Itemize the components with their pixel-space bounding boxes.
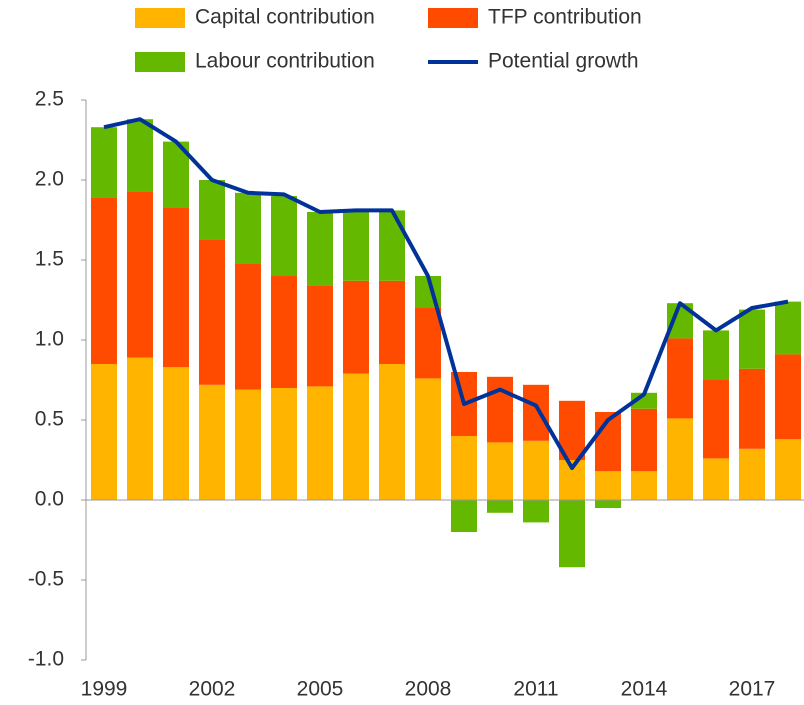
y-tick-label: 2.0 [35,168,64,191]
legend-swatch [135,52,185,72]
bar [775,439,801,500]
bar [703,330,729,380]
legend-label: Labour contribution [195,50,375,73]
bar [631,471,657,500]
bar [91,197,117,364]
x-tick-label: 2014 [621,678,668,701]
bar [739,448,765,500]
bar [487,442,513,500]
bar [271,388,297,500]
y-tick-label: 0.0 [35,488,64,511]
bar [415,378,441,500]
bar [163,367,189,500]
bar [379,364,405,500]
bar [199,384,225,500]
x-tick-label: 2011 [513,678,558,701]
bar [343,280,369,374]
bar [523,500,549,523]
bar [127,357,153,500]
bar [415,308,441,379]
bar [271,276,297,388]
bar [235,192,261,264]
y-tick-label: -1.0 [28,648,64,671]
line [103,117,789,470]
bar [307,285,333,387]
bar [379,210,405,281]
bar [703,458,729,500]
bar [739,309,765,369]
bar [343,212,369,281]
bar [307,212,333,286]
y-tick-label: 1.5 [35,248,64,271]
bar [307,386,333,500]
legend-label: Potential growth [488,50,639,73]
bar [559,500,585,568]
bar [667,418,693,500]
y-tick-label: 2.5 [35,88,64,111]
y-tick-label: 0.5 [35,408,64,431]
bar [91,364,117,500]
bar [595,471,621,500]
bar [775,301,801,355]
legend-swatch [135,8,185,28]
y-tick-label: -0.5 [28,568,64,591]
bar [379,280,405,364]
y-tick-label: 1.0 [35,328,64,351]
x-tick-label: 2008 [405,678,452,701]
bar [667,338,693,419]
bar [91,127,117,198]
x-tick-label: 1999 [81,678,128,701]
bar [595,500,621,508]
x-tick-label: 2002 [189,678,236,701]
bar [739,368,765,449]
bar [235,263,261,390]
bar [235,389,261,500]
bar [199,180,225,240]
legend-swatch [428,8,478,28]
bar [199,239,225,385]
legend-label: Capital contribution [195,6,375,29]
bar [451,436,477,500]
bar [127,191,153,358]
bar [523,384,549,441]
bar [127,119,153,192]
x-tick-label: 2017 [729,678,776,701]
legend-label: TFP contribution [488,6,642,29]
bar [775,354,801,440]
bar [703,380,729,459]
bar [343,373,369,500]
bar [523,440,549,500]
bar [163,207,189,368]
bar [487,376,513,443]
bar [487,500,513,513]
x-tick-label: 2005 [297,678,344,701]
bar [451,500,477,532]
bar [271,196,297,276]
bar [631,408,657,472]
